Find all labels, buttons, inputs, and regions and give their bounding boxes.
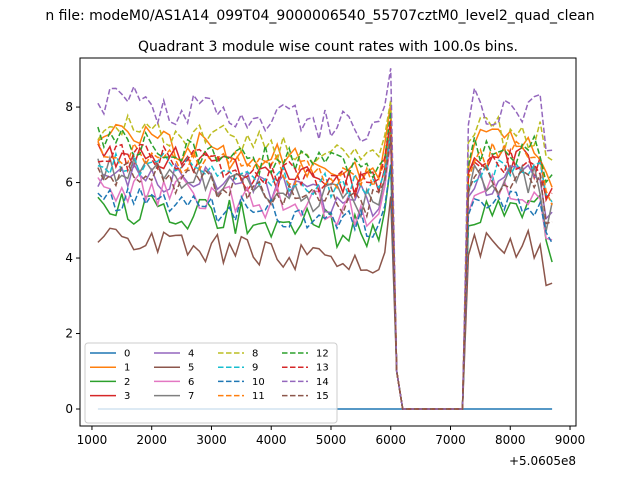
y-tick-label: 0	[65, 402, 73, 416]
series-line-15	[97, 136, 553, 410]
x-tick-label: 8000	[495, 433, 526, 447]
x-tick-label: 3000	[196, 433, 227, 447]
legend-label-5: 5	[188, 363, 194, 374]
legend-label-15: 15	[316, 391, 329, 402]
y-tick-label: 8	[65, 100, 73, 114]
x-tick-label: 6000	[375, 433, 406, 447]
legend-label-7: 7	[188, 391, 194, 402]
series-line-13	[97, 120, 553, 410]
series-line-8	[97, 100, 553, 410]
legend-label-13: 13	[316, 363, 329, 374]
x-tick-label: 7000	[435, 433, 466, 447]
x-tick-label: 9000	[555, 433, 586, 447]
y-tick-label: 6	[65, 176, 73, 190]
legend-label-4: 4	[188, 349, 194, 360]
series-line-12	[97, 111, 553, 410]
y-tick-label: 4	[65, 251, 73, 265]
legend-label-12: 12	[316, 349, 329, 360]
legend-label-9: 9	[252, 363, 258, 374]
series-line-4	[97, 134, 553, 410]
figure-suptitle: n file: modeM0/AS1A14_099T04_9000006540_…	[45, 8, 594, 24]
x-tick-label: 2000	[136, 433, 167, 447]
x-tick-label: 5000	[316, 433, 347, 447]
legend-label-3: 3	[124, 391, 130, 402]
legend-label-6: 6	[188, 377, 194, 388]
series-layer	[97, 68, 553, 410]
legend-box	[84, 342, 338, 424]
series-line-14	[97, 68, 553, 410]
series-line-7	[97, 128, 553, 410]
series-line-5	[97, 196, 553, 410]
legend-label-0: 0	[124, 349, 130, 360]
y-tick-label: 2	[65, 327, 73, 341]
axis-ticks: 1000 2000 3000 4000 5000 6000 7000 8000 9000 0 2 4 6…	[65, 100, 585, 447]
series-line-9	[97, 133, 553, 410]
legend-label-1: 1	[124, 363, 130, 374]
plot-frame	[79, 57, 577, 427]
legend-label-2: 2	[124, 377, 130, 388]
x-tick-label: 1000	[77, 433, 108, 447]
series-line-10	[97, 164, 553, 410]
legend-label-14: 14	[316, 377, 329, 388]
legend-label-10: 10	[252, 377, 265, 388]
x-offset-label: +5.0605e8	[509, 454, 576, 468]
legend-label-11: 11	[252, 391, 265, 402]
legend-label-8: 8	[252, 349, 258, 360]
chart-title: Quadrant 3 module wise count rates with …	[138, 39, 518, 55]
x-tick-label: 4000	[256, 433, 287, 447]
